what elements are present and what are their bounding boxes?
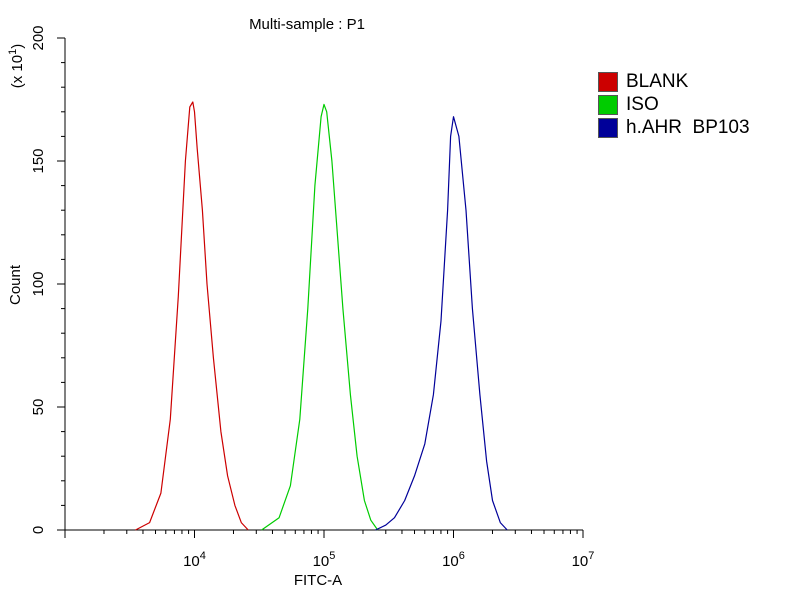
x-tick-exponent: 6 [459,550,465,562]
legend-swatch [598,94,618,115]
y-tick-label: 0 [30,526,47,534]
y-tick-label: 50 [30,399,47,416]
x-tick-label: 105 [313,550,336,570]
x-tick-base: 10 [183,553,200,570]
y-multiplier-close: ) [9,44,26,49]
x-tick-base: 10 [313,553,330,570]
legend-item: ISO [598,93,750,116]
x-axis-label: FITC-A [294,572,342,589]
legend-item: BLANK [598,70,750,93]
legend-swatch [598,117,618,138]
y-tick-label-group: 0 [30,526,47,534]
y-tick-label-group: 50 [30,399,47,416]
legend-label: BLANK [626,71,689,92]
legend-item: h.AHR BP103 [598,116,750,139]
x-tick-label: 107 [572,550,595,570]
y-tick-label: 100 [30,271,47,296]
series-layer [135,101,508,531]
y-tick-label: 200 [30,25,47,50]
x-tick-exponent: 7 [588,550,594,562]
y-tick-label-group: 150 [30,148,47,173]
legend-swatch [598,71,618,92]
y-tick-label-group: 200 [30,25,47,50]
y-tick-label-group: 100 [30,271,47,296]
y-multiplier-exp: 1 [7,49,19,55]
chart-title: Multi-sample : P1 [249,16,365,33]
y-tick-label: 150 [30,148,47,173]
y-axis-multiplier: (x 101) [7,44,26,88]
series-line-2 [375,116,508,531]
y-axis-label: Count [7,264,24,305]
legend-label: ISO [626,94,659,115]
legend: BLANK ISO h.AHR BP103 [598,70,750,139]
y-multiplier-base: (x 10 [9,55,26,88]
x-tick-base: 10 [442,553,459,570]
series-line-1 [261,103,379,531]
x-tick-exponent: 5 [329,550,335,562]
x-tick-exponent: 4 [200,550,206,562]
x-tick-label: 104 [183,550,206,570]
legend-label: h.AHR BP103 [626,117,750,138]
x-tick-base: 10 [572,553,589,570]
series-line-0 [135,101,249,531]
x-tick-label: 106 [442,550,465,570]
